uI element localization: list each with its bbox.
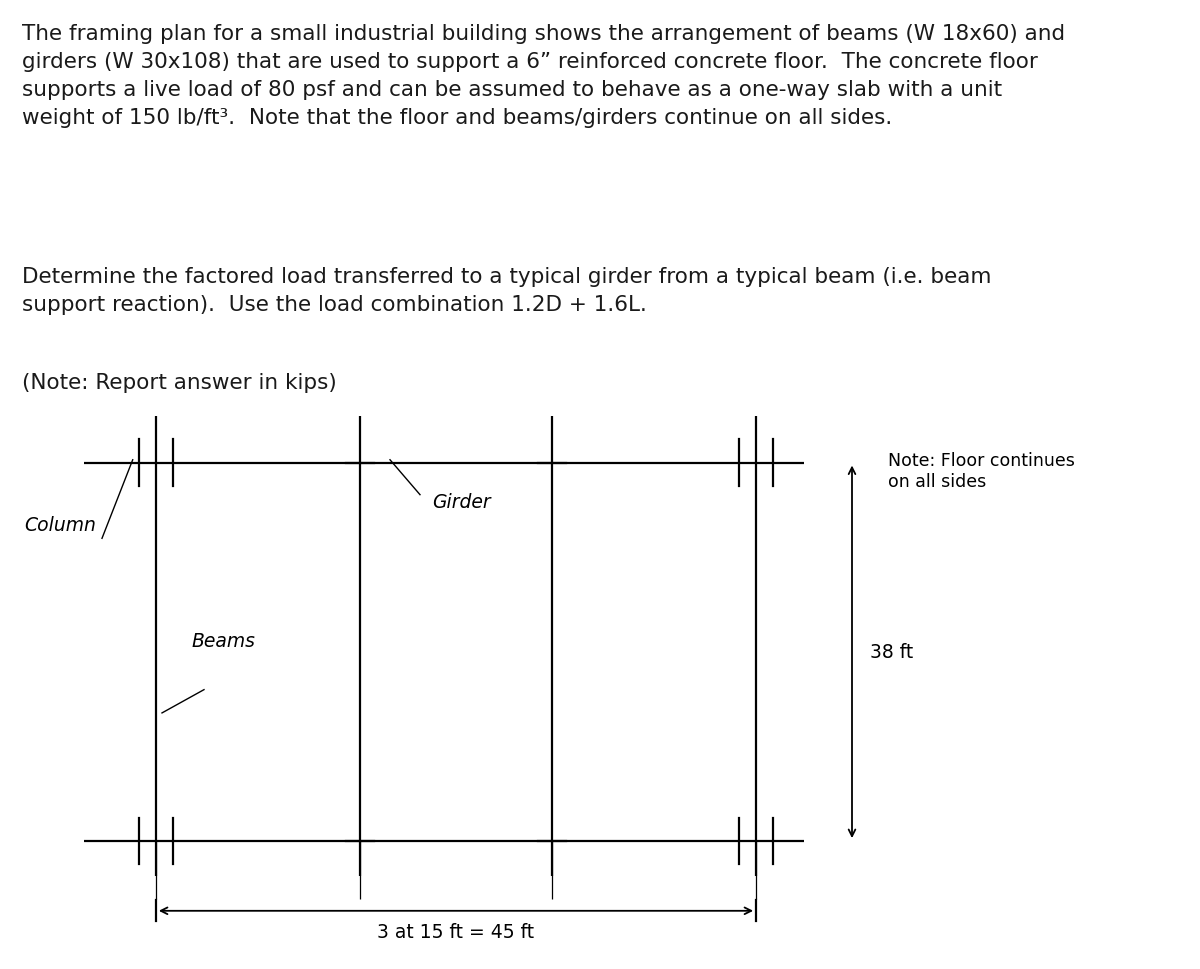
Text: Beams: Beams [192, 632, 256, 651]
Text: Girder: Girder [432, 492, 491, 512]
Text: 3 at 15 ft = 45 ft: 3 at 15 ft = 45 ft [378, 922, 534, 941]
Text: Determine the factored load transferred to a typical girder from a typical beam : Determine the factored load transferred … [22, 266, 991, 314]
Text: The framing plan for a small industrial building shows the arrangement of beams : The framing plan for a small industrial … [22, 24, 1064, 128]
Text: Column: Column [24, 516, 96, 535]
Text: (Note: Report answer in kips): (Note: Report answer in kips) [22, 373, 336, 393]
Text: Note: Floor continues
on all sides: Note: Floor continues on all sides [888, 452, 1075, 490]
Text: 38 ft: 38 ft [870, 642, 913, 662]
